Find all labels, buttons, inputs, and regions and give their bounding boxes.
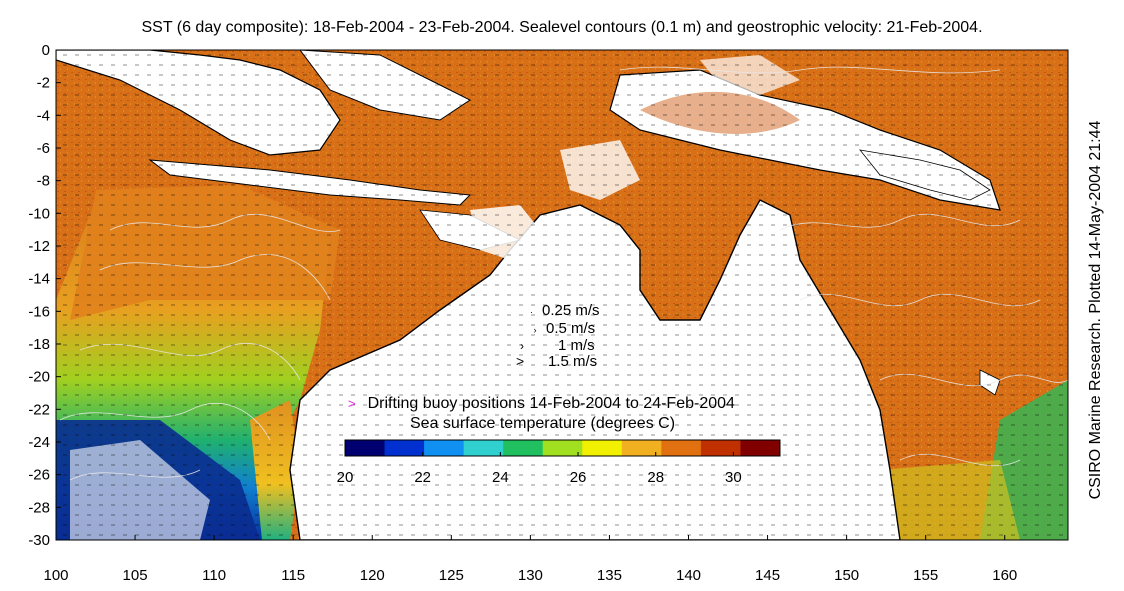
x-tick-label: 105 xyxy=(123,567,148,584)
x-tick-label: 130 xyxy=(518,567,543,584)
buoy-legend: > Drifting buoy positions 14-Feb-2004 to … xyxy=(348,395,735,413)
colorbar-swatch xyxy=(345,440,386,456)
x-tick-label: 160 xyxy=(992,567,1017,584)
y-tick-label: -12 xyxy=(28,238,50,255)
arrow-icon: > xyxy=(516,353,525,369)
x-tick-label: 110 xyxy=(202,567,226,584)
x-tick-label: 155 xyxy=(913,567,938,584)
velocity-arrows xyxy=(56,50,1068,540)
x-tick-label: 150 xyxy=(834,567,859,584)
speed-key-item: >1.5 m/s xyxy=(516,353,598,370)
y-tick-label: -16 xyxy=(28,303,50,320)
colorbar-tick-label: 22 xyxy=(414,469,431,486)
x-tick-label: 120 xyxy=(360,567,385,584)
y-tick-label: -18 xyxy=(28,336,50,353)
buoy-legend-label: Drifting buoy positions 14-Feb-2004 to 2… xyxy=(367,395,735,412)
x-tick-label: 115 xyxy=(281,567,305,584)
buoy-symbol-icon: > xyxy=(348,396,356,411)
colorbar-swatch xyxy=(542,440,583,456)
colorbar: 20 22 24 26 28 30 xyxy=(337,439,781,486)
y-tick-label: -20 xyxy=(28,369,50,386)
y-tick-label: -14 xyxy=(28,271,50,288)
x-axis: 100 105 110 115 120 125 130 135 140 145 150 155 160 xyxy=(43,535,1017,584)
y-tick-label: -10 xyxy=(28,205,50,222)
y-tick-label: -28 xyxy=(28,499,50,516)
colorbar-swatch xyxy=(424,440,465,456)
colorbar-tick-label: 26 xyxy=(570,469,587,486)
colorbar-swatch xyxy=(503,440,544,456)
arrow-icon: › xyxy=(533,325,537,335)
y-tick-label: -24 xyxy=(28,434,50,451)
colorbar-swatch xyxy=(582,440,623,456)
colorbar-tick-label: 30 xyxy=(725,469,742,486)
colorbar-tick-label: 24 xyxy=(492,469,509,486)
y-tick-label: -4 xyxy=(37,107,50,124)
colorbar-swatch xyxy=(463,440,504,456)
colorbar-swatch xyxy=(384,440,425,456)
y-tick-label: -2 xyxy=(37,75,50,92)
y-tick-label: -22 xyxy=(28,401,50,418)
colorbar-tick-label: 20 xyxy=(337,469,354,486)
y-tick-label: 0 xyxy=(42,42,50,59)
speed-key-item: · 0.25 m/s xyxy=(530,302,600,319)
x-tick-label: 100 xyxy=(43,567,68,584)
map-image xyxy=(56,50,1068,540)
x-tick-label: 145 xyxy=(755,567,780,584)
colorbar-tick-label: 28 xyxy=(647,469,664,486)
colorbar-swatch xyxy=(740,440,781,456)
x-tick-label: 140 xyxy=(676,567,701,584)
arrow-icon: › xyxy=(520,339,524,353)
colorbar-title: Sea surface temperature (degrees C) xyxy=(410,415,676,432)
x-tick-label: 135 xyxy=(597,567,622,584)
plot-frame xyxy=(55,49,1069,541)
speed-key-item: › 0.5 m/s xyxy=(524,320,596,337)
colorbar-swatch xyxy=(621,440,662,456)
y-axis: 0 -2 -4 -6 -8 -10 -12 -14 -16 -18 -20 -22 -24 -26 -28 -… xyxy=(28,42,61,549)
y-tick-label: -30 xyxy=(28,532,50,549)
chart-title: SST (6 day composite): 18-Feb-2004 - 23-… xyxy=(141,19,983,36)
speed-key-item: › 1 m/s xyxy=(520,337,595,354)
y-tick-label: -8 xyxy=(37,173,50,190)
colorbar-swatch xyxy=(700,440,741,456)
y-tick-label: -26 xyxy=(28,467,50,484)
colorbar-swatch xyxy=(661,440,702,456)
x-tick-label: 125 xyxy=(439,567,464,584)
arrow-icon: · xyxy=(530,307,533,317)
y-tick-label: -6 xyxy=(37,140,50,157)
